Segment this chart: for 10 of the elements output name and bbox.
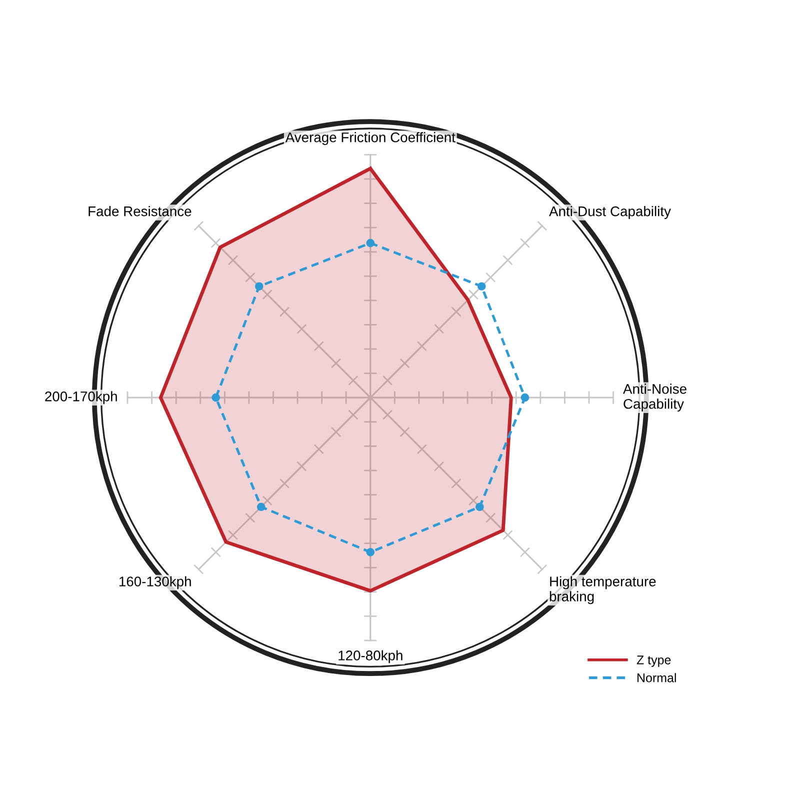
spoke-label: 120-80kph — [338, 650, 402, 664]
legend-label: Z type — [636, 656, 671, 667]
spoke-label: 160-130kph — [119, 576, 191, 590]
spoke-label: Fade Resistance — [88, 206, 192, 216]
spoke-label: 200-170kph — [45, 391, 117, 404]
spoke-label: Anti-Noise Capability — [623, 384, 686, 412]
spoke-label: High temperature braking — [550, 576, 656, 604]
spoke-label: Average Friction Coefficient — [285, 132, 456, 146]
spoke-label: Anti-Dust Capability — [549, 206, 671, 219]
legend-label: Normal — [637, 673, 676, 682]
